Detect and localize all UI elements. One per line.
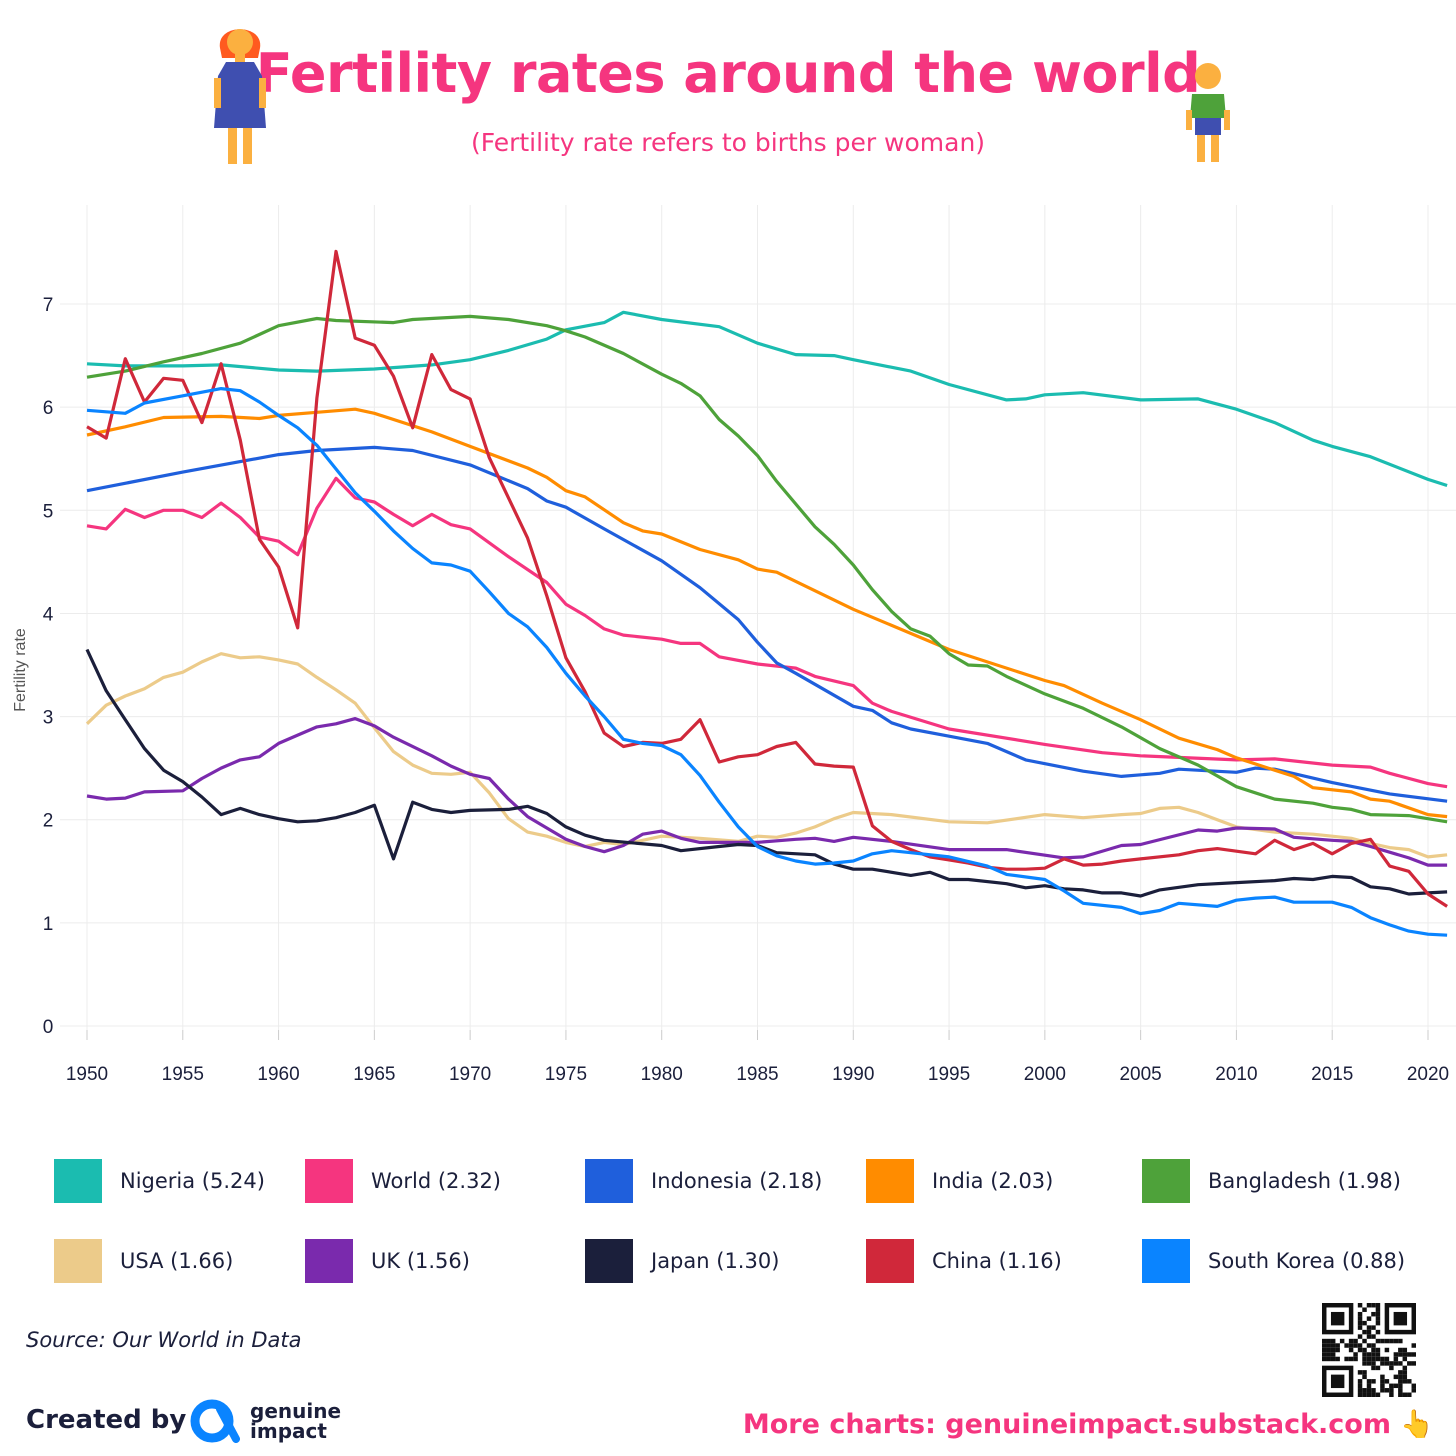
legend-item: UK (1.56) [305,1239,470,1283]
y-tick-label: 2 [43,811,54,832]
x-tick-label: 2010 [1215,1064,1257,1085]
legend-swatch [585,1159,633,1203]
legend-swatch [1142,1159,1190,1203]
legend-swatch [866,1239,914,1283]
x-tick-labels: 1950 1955 1960 1965 1970 1975 1980 1985 1990 1995… [66,1064,1449,1085]
legend-item: Nigeria (5.24) [54,1159,265,1203]
series-line-world [86,476,1448,789]
legend-item: Indonesia (2.18) [585,1159,822,1203]
logo-text-impact: impact [250,1419,327,1443]
x-tick-label: 1960 [257,1064,299,1085]
woman-icon [214,29,266,164]
legend-label: UK (1.56) [371,1249,470,1273]
legend-item: Japan (1.30) [585,1239,779,1283]
qr-code-icon[interactable] [1322,1303,1416,1397]
x-tick-label: 1970 [449,1064,491,1085]
series-line-china [86,249,1448,908]
legend-item: Bangladesh (1.98) [1142,1159,1401,1203]
x-tick-label: 1980 [641,1064,683,1085]
page-subtitle: (Fertility rate refers to births per wom… [470,128,986,157]
legend-item: South Korea (0.88) [1142,1239,1405,1283]
x-tick-label: 2005 [1119,1064,1161,1085]
series-line-south-korea [86,387,1448,937]
legend-swatch [54,1239,102,1283]
genuine-impact-logo-icon [190,1399,240,1443]
line-chart: 0 1 2 3 4 5 6 7 1950 1955 1960 1965 1970 1975 1980 198… [12,205,1456,1085]
legend-label: Japan (1.30) [651,1249,780,1273]
x-tick-label: 1995 [928,1064,970,1085]
legend-swatch [585,1239,633,1283]
legend-label: South Korea (0.88) [1208,1249,1406,1273]
y-axis-label: Fertility rate [12,628,29,712]
series-line-india [86,407,1448,819]
y-tick-label: 1 [43,914,54,935]
x-tick-label: 2015 [1311,1064,1353,1085]
series-line-usa [85,652,1448,859]
x-tick-label: 1985 [736,1064,778,1085]
x-tick-label: 1950 [66,1064,108,1085]
y-tick-label: 5 [43,501,54,522]
legend-item: China (1.16) [866,1239,1062,1283]
series-line-uk [86,717,1448,867]
x-tick-label: 2000 [1024,1064,1066,1085]
logo-text-genuine: genuine [250,1399,342,1423]
series-line-indonesia [86,445,1448,803]
series-line-nigeria [86,310,1448,488]
genuine-impact-logo[interactable]: genuine impact [190,1399,341,1443]
legend-item: India (2.03) [866,1159,1053,1203]
x-tick-label: 1990 [832,1064,874,1085]
legend-label: China (1.16) [932,1249,1062,1273]
legend-label: Indonesia (2.18) [651,1169,823,1193]
x-tick-label: 1965 [353,1064,395,1085]
y-tick-label: 6 [43,398,54,419]
legend-item: USA (1.66) [54,1239,233,1283]
y-tick-label: 0 [43,1017,54,1038]
legend-label: USA (1.66) [120,1249,234,1273]
page-title: Fertility rates around the world [255,42,1201,105]
series-lines [85,249,1448,937]
legend-swatch [54,1159,102,1203]
legend-swatch [305,1239,353,1283]
legend-label: India (2.03) [932,1169,1054,1193]
legend-swatch [305,1159,353,1203]
legend-label: Bangladesh (1.98) [1208,1169,1401,1193]
x-tick-label: 1975 [545,1064,587,1085]
series-line-japan [85,648,1448,898]
legend-swatch [1142,1239,1190,1283]
child-icon [1186,63,1230,162]
y-tick-labels: 0 1 2 3 4 5 6 7 [43,295,54,1038]
y-tick-label: 4 [43,604,54,625]
legend-label: Nigeria (5.24) [120,1169,265,1193]
series-line-bangladesh [86,314,1448,824]
legend-item: World (2.32) [305,1159,501,1203]
legend-swatch [866,1159,914,1203]
more-charts-link[interactable]: More charts: genuineimpact.substack.com … [742,1409,1434,1440]
y-tick-label: 3 [43,708,54,729]
legend-label: World (2.32) [371,1169,501,1193]
created-by-label: Created by [26,1405,187,1435]
y-tick-label: 7 [43,295,54,316]
x-tick-label: 2020 [1407,1064,1449,1085]
x-tick-label: 1955 [162,1064,204,1085]
source-note: Source: Our World in Data [26,1328,302,1352]
